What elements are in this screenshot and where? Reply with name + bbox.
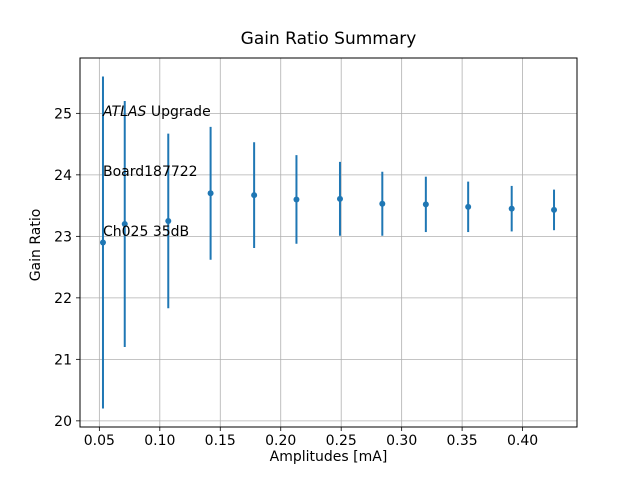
data-point [422,201,429,208]
plot-border [79,57,578,428]
x-tick-label: 0.25 [326,433,357,449]
x-tick-label: 0.20 [265,433,296,449]
x-tick-label: 0.05 [84,433,115,449]
x-tick-label: 0.15 [205,433,236,449]
y-tick-label: 21 [54,352,72,368]
data-point [121,221,128,228]
x-axis-label: Amplitudes [mA] [269,449,388,465]
data-point [336,195,343,202]
y-tick-label: 25 [54,106,72,122]
data-point [251,192,258,199]
x-tick-label: 0.35 [447,433,478,449]
data-point [551,206,558,213]
data-point [207,190,214,197]
x-tick-label: 0.10 [144,433,175,449]
x-tick-label: 0.40 [507,433,538,449]
y-axis-label: Gain Ratio [28,208,44,282]
y-tick-label: 20 [54,414,72,430]
data-point [508,205,515,212]
annotation-atlas: ATLAS [103,104,147,120]
data-point [165,217,172,224]
annotation-text: ATLAS Upgrade Board187722 Ch025 35dB [103,62,211,282]
data-point [293,196,300,203]
annotation-line-1: ATLAS Upgrade [103,102,211,122]
chart-title: Gain Ratio Summary [240,29,417,49]
data-point [379,200,386,207]
annotation-line-2: Board187722 [103,164,198,180]
data-point [465,203,472,210]
y-tick-label: 22 [54,291,72,307]
annotation-upgrade: Upgrade [146,104,211,120]
annotation-line-3: Ch025 35dB [103,224,190,240]
y-tick-label: 24 [54,168,72,184]
data-point [99,239,106,246]
y-tick-label: 23 [54,229,72,245]
x-tick-label: 0.30 [386,433,417,449]
